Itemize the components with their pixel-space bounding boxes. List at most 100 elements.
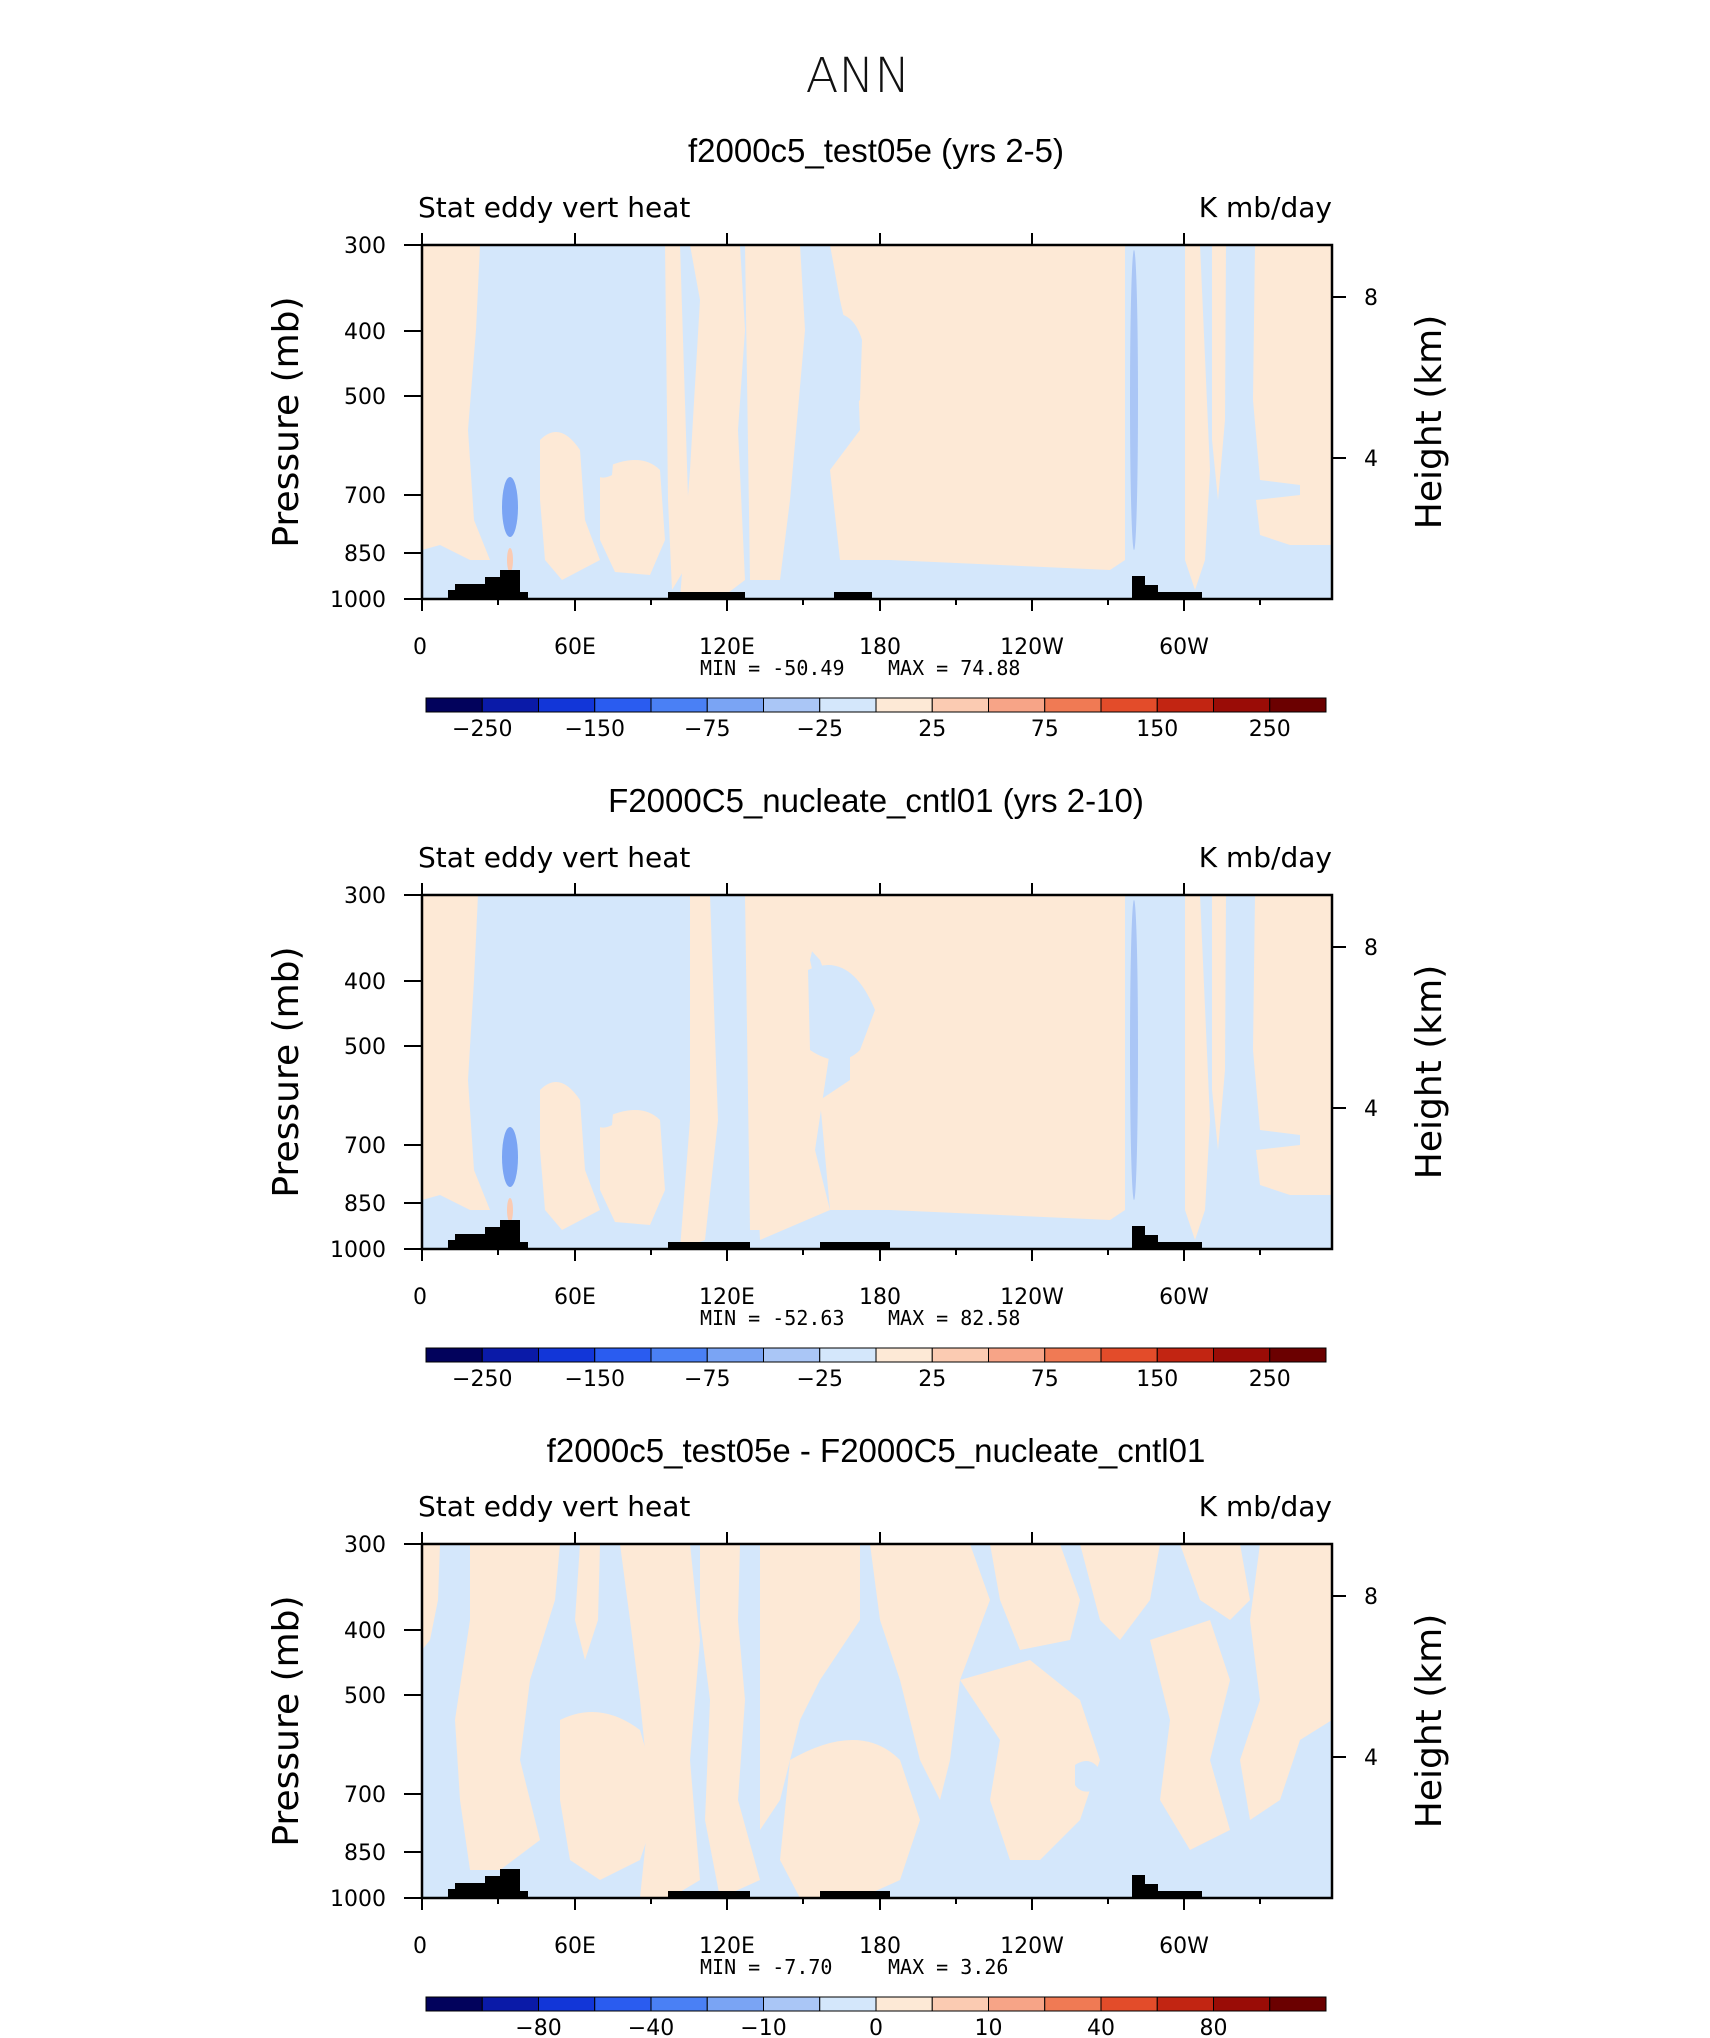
panel-2-xtick: 120W <box>1000 1285 1064 1310</box>
colorbar-label: 75 <box>1031 1367 1059 1392</box>
panel-3-xtick: 120W <box>1000 1934 1064 1959</box>
panel-3-left-label: Stat eddy vert heat <box>418 1490 690 1523</box>
panel-2-ylabel: Pressure (mb) <box>266 946 307 1197</box>
panel-3-colorbar: −80 −40 −10 0 10 40 80 <box>425 1996 1327 2038</box>
panel-1-ytick: 700 <box>344 484 386 509</box>
panel-2-ytick: 400 <box>344 970 386 995</box>
panel-3-field <box>422 1544 1332 1898</box>
colorbar-swatch <box>931 1996 989 2012</box>
panel-2-xtick: 60E <box>554 1285 596 1310</box>
colorbar-swatch <box>1213 1996 1271 2012</box>
colorbar-swatch <box>819 697 877 713</box>
colorbar-swatch <box>931 697 989 713</box>
panel-1-max: MAX = 74.88 <box>888 656 1020 680</box>
panel-1-xtick: 60E <box>554 635 596 660</box>
panel-1-colorbar: −250 −150 −75 −25 25 75 150 250 <box>425 697 1327 742</box>
colorbar-swatch <box>1044 1347 1102 1363</box>
colorbar-swatch <box>481 1996 539 2012</box>
panel-2-y2label: Height (km) <box>1409 965 1450 1179</box>
colorbar-swatch <box>706 1347 764 1363</box>
panel-3-ytick: 700 <box>344 1783 386 1808</box>
colorbar-swatch <box>538 1347 596 1363</box>
panel-3-xtick: 0 <box>413 1934 427 1959</box>
panel-2-ytick: 1000 <box>330 1238 386 1263</box>
panel-3-ytick: 300 <box>344 1533 386 1558</box>
panel-2-field <box>422 895 1332 1249</box>
colorbar-label: 25 <box>918 1367 946 1392</box>
panel-3: f2000c5_test05e - F2000C5_nucleate_cntl0… <box>266 1432 1450 2038</box>
colorbar-label: −150 <box>565 1367 625 1392</box>
colorbar-swatch <box>1044 697 1102 713</box>
panel-3-y2label: Height (km) <box>1409 1614 1450 1828</box>
panel-3-max: MAX = 3.26 <box>888 1955 1008 1979</box>
colorbar-swatch <box>875 1996 933 2012</box>
panel-1-axes: 0 60E 120E 180 120W 60W 300 400 500 700 … <box>266 233 1450 660</box>
panel-3-y2tick: 4 <box>1364 1746 1378 1771</box>
colorbar-swatch <box>650 1996 708 2012</box>
panel-2-axes: 0 60E 120E 180 120W 60W 300 400 500 700 … <box>266 883 1450 1310</box>
colorbar-swatch <box>1156 1347 1214 1363</box>
panel-2-right-label: K mb/day <box>1199 841 1332 874</box>
colorbar-swatch <box>650 1347 708 1363</box>
panel-3-xtick: 60E <box>554 1934 596 1959</box>
panel-2-ytick: 850 <box>344 1192 386 1217</box>
colorbar-swatch <box>594 697 652 713</box>
panel-1-ytick: 1000 <box>330 588 386 613</box>
colorbar-swatch <box>1100 1347 1158 1363</box>
panel-1-y2tick: 4 <box>1364 447 1378 472</box>
colorbar-swatch <box>875 1347 933 1363</box>
colorbar-swatch <box>481 1347 539 1363</box>
colorbar-swatch <box>706 1996 764 2012</box>
colorbar-label: 250 <box>1249 717 1291 742</box>
colorbar-swatch <box>875 697 933 713</box>
colorbar-swatch <box>425 697 483 713</box>
panel-2-y2tick: 4 <box>1364 1097 1378 1122</box>
panel-3-xtick: 60W <box>1159 1934 1209 1959</box>
panel-2-xtick: 60W <box>1159 1285 1209 1310</box>
colorbar-label: 150 <box>1136 1367 1178 1392</box>
colorbar-swatch <box>538 697 596 713</box>
panel-2-left-label: Stat eddy vert heat <box>418 841 690 874</box>
panel-2-min: MIN = -52.63 <box>700 1306 845 1330</box>
colorbar-label: −25 <box>797 1367 843 1392</box>
colorbar-swatch <box>425 1996 483 2012</box>
colorbar-swatch <box>425 1347 483 1363</box>
colorbar-swatch <box>819 1996 877 2012</box>
panel-3-ytick: 400 <box>344 1619 386 1644</box>
panel-1-left-label: Stat eddy vert heat <box>418 191 690 224</box>
panel-2-ytick: 500 <box>344 1035 386 1060</box>
colorbar-swatch <box>988 1996 1046 2012</box>
panel-1-min: MIN = -50.49 <box>700 656 845 680</box>
colorbar-swatch <box>594 1347 652 1363</box>
panel-1-xtick: 120W <box>1000 635 1064 660</box>
panel-2-xtick: 0 <box>413 1285 427 1310</box>
colorbar-swatch <box>1269 1996 1327 2012</box>
panel-1: f2000c5_test05e (yrs 2-5) Stat eddy vert… <box>266 132 1450 742</box>
colorbar-swatch <box>819 1347 877 1363</box>
panel-1-frame <box>420 243 1334 601</box>
colorbar-swatch <box>706 697 764 713</box>
panel-2-xtick: 180 <box>859 1285 901 1310</box>
panel-3-xtick: 120E <box>699 1934 755 1959</box>
colorbar-label: −250 <box>452 1367 512 1392</box>
panel-2-ytick: 700 <box>344 1134 386 1159</box>
colorbar-swatch <box>988 1347 1046 1363</box>
panel-1-xtick: 180 <box>859 635 901 660</box>
panel-3-min: MIN = -7.70 <box>700 1955 832 1979</box>
panel-1-ytick: 850 <box>344 542 386 567</box>
colorbar-label: −75 <box>684 717 730 742</box>
panel-1-y2tick: 8 <box>1364 286 1378 311</box>
colorbar-swatch <box>763 1347 821 1363</box>
colorbar-swatch <box>650 697 708 713</box>
panel-3-ytick: 500 <box>344 1684 386 1709</box>
colorbar-swatch <box>763 1996 821 2012</box>
colorbar-swatch <box>1156 697 1214 713</box>
colorbar-label: −10 <box>740 2016 786 2038</box>
panel-1-xtick: 120E <box>699 635 755 660</box>
panel-1-title: f2000c5_test05e (yrs 2-5) <box>688 132 1064 169</box>
colorbar-swatch <box>931 1347 989 1363</box>
panel-1-field <box>422 245 1332 599</box>
colorbar-swatch <box>1100 697 1158 713</box>
colorbar-swatch <box>1213 1347 1271 1363</box>
